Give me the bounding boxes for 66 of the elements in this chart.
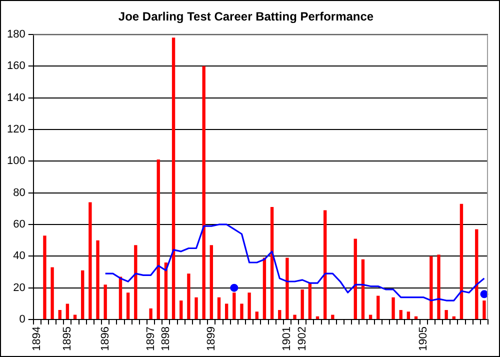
bar: [361, 259, 365, 320]
y-tick-label: 120: [6, 123, 26, 136]
bar: [255, 312, 258, 320]
bar: [149, 308, 152, 320]
bar: [187, 274, 190, 320]
bar: [482, 300, 486, 320]
bar: [232, 292, 236, 320]
y-tick-label: 80: [13, 186, 26, 199]
bar: [331, 314, 334, 320]
bar: [430, 256, 433, 320]
bar: [437, 254, 440, 320]
bar: [58, 310, 62, 320]
y-tick-label: 140: [6, 92, 26, 104]
x-tick-label: 1899: [205, 326, 218, 352]
x-tick-label: 1897: [144, 326, 157, 352]
bar: [278, 310, 282, 320]
bar: [126, 292, 130, 320]
bar: [96, 240, 100, 320]
y-tick-label: 0: [19, 314, 26, 326]
bar: [262, 258, 266, 320]
bar: [81, 270, 84, 320]
bar: [270, 207, 274, 320]
y-tick-label: 180: [6, 28, 26, 40]
y-tick-label: 60: [13, 218, 26, 231]
bar: [224, 304, 228, 320]
bar: [50, 267, 54, 320]
x-tick-label: 1901: [281, 326, 294, 352]
x-tick-label: 1896: [99, 326, 112, 352]
y-tick-label: 160: [6, 60, 26, 72]
y-tick-label: 20: [13, 282, 26, 294]
bar: [210, 245, 214, 320]
bar: [460, 204, 464, 320]
x-tick-label: 1898: [160, 326, 172, 352]
x-tick-label: 1902: [296, 326, 308, 352]
bar: [248, 292, 251, 320]
bar: [180, 300, 183, 320]
x-tick-label: 1895: [61, 326, 74, 352]
x-tick-label: 1905: [418, 326, 430, 352]
bar: [194, 297, 198, 320]
bar: [392, 297, 395, 320]
bar: [308, 283, 312, 320]
bar: [399, 310, 402, 320]
bar: [286, 258, 289, 320]
bar: [43, 236, 46, 320]
bar: [376, 296, 380, 320]
bar: [202, 66, 206, 320]
chart-title: Joe Darling Test Career Batting Performance: [118, 10, 374, 24]
bar: [66, 304, 70, 320]
bar: [444, 310, 448, 320]
bar: [406, 312, 410, 320]
bar: [217, 297, 221, 320]
bar: [172, 38, 176, 320]
bar: [293, 314, 296, 320]
bar: [240, 304, 244, 320]
bar: [104, 284, 107, 320]
bar: [156, 160, 160, 320]
y-tick-label: 100: [6, 155, 26, 168]
bar: [118, 276, 122, 320]
bar: [134, 245, 138, 320]
bar: [475, 229, 478, 320]
bar: [323, 210, 327, 320]
bar: [88, 202, 92, 320]
x-tick-label: 1894: [31, 326, 44, 352]
y-tick-label: 40: [13, 250, 26, 262]
bar: [300, 289, 304, 320]
bar: [354, 238, 357, 320]
